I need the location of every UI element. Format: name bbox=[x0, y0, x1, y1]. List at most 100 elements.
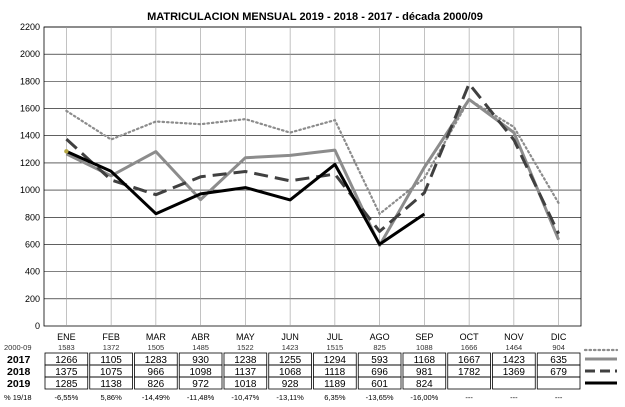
decade-value: 1423 bbox=[282, 343, 299, 352]
decade-value: 1485 bbox=[192, 343, 209, 352]
table-cell: 1285 bbox=[55, 379, 78, 390]
decade-value: 1522 bbox=[237, 343, 254, 352]
table-cell: 981 bbox=[416, 367, 433, 378]
series-line-2018 bbox=[65, 82, 560, 235]
table-cell-box bbox=[89, 376, 133, 390]
x-axis-tick-labels: ENE FEB MAR ABR MAY JUN JUL AGO SEP OCT NOV DIC bbox=[57, 332, 567, 342]
x-tick-label: ENE bbox=[57, 332, 76, 342]
x-tick-label: AGO bbox=[370, 332, 390, 342]
table-row-label: 2018 bbox=[7, 366, 31, 378]
table-cell: 1118 bbox=[324, 367, 345, 378]
y-tick-label: 200 bbox=[25, 294, 40, 304]
x-tick-label: DIC bbox=[551, 332, 567, 342]
table-cell: 972 bbox=[192, 379, 209, 390]
y-tick-label: 1200 bbox=[20, 158, 40, 168]
table-cell-box bbox=[44, 376, 89, 390]
x-tick-label: OCT bbox=[460, 332, 480, 342]
table-cell: 1168 bbox=[414, 355, 436, 366]
pct-value: --- bbox=[465, 393, 473, 402]
start-point-marker bbox=[64, 149, 69, 154]
pct-value: 5,86% bbox=[100, 393, 122, 402]
table-cell-box bbox=[357, 376, 402, 390]
decade-value: 1505 bbox=[148, 343, 165, 352]
table-cell-box bbox=[223, 376, 268, 390]
chart-title: MATRICULACION MENSUAL 2019 - 2018 - 2017… bbox=[147, 11, 483, 23]
series-line-2019 bbox=[65, 150, 426, 246]
pct-value: -16,00% bbox=[410, 393, 438, 402]
pct-value: -10,47% bbox=[231, 393, 259, 402]
y-tick-label: 1600 bbox=[20, 104, 40, 114]
table-cell-box bbox=[313, 376, 357, 390]
decade-value: 1515 bbox=[327, 343, 344, 352]
table-cell: 1667 bbox=[458, 355, 481, 366]
decade-value: 904 bbox=[552, 343, 565, 352]
table-cell: 824 bbox=[416, 379, 433, 390]
table-cell: 635 bbox=[550, 355, 567, 366]
pct-value: -14,49% bbox=[142, 393, 170, 402]
table-cell-box bbox=[134, 376, 178, 390]
table-cell: 1266 bbox=[55, 355, 78, 366]
table-cell: 601 bbox=[371, 379, 388, 390]
table-cell: 1189 bbox=[324, 379, 346, 390]
pct-value: --- bbox=[510, 393, 518, 402]
pct-value: 6,35% bbox=[324, 393, 346, 402]
pct-row-label: % 19/18 bbox=[4, 393, 32, 402]
decade-row-label: 2000-09 bbox=[4, 343, 32, 352]
y-tick-label: 2000 bbox=[20, 49, 40, 59]
pct-value: -11,48% bbox=[187, 393, 215, 402]
table-row-label: 2017 bbox=[7, 354, 31, 366]
pct-value: -13,11% bbox=[276, 393, 304, 402]
table-cell: 1105 bbox=[100, 355, 122, 366]
x-tick-label: ABR bbox=[191, 332, 210, 342]
y-tick-label: 0 bbox=[35, 321, 40, 331]
y-tick-label: 800 bbox=[25, 212, 40, 222]
decade-value: 825 bbox=[373, 343, 386, 352]
decade-value: 1666 bbox=[461, 343, 478, 352]
y-tick-label: 1400 bbox=[20, 131, 40, 141]
x-tick-label: JUL bbox=[327, 332, 343, 342]
table-cell: 1255 bbox=[279, 355, 302, 366]
table-cell: 1018 bbox=[234, 379, 257, 390]
table-cell: 1075 bbox=[100, 367, 123, 378]
pct-value: -6,55% bbox=[54, 393, 78, 402]
table-row-label: 2019 bbox=[7, 378, 31, 390]
pct-value: --- bbox=[555, 393, 563, 402]
x-tick-label: MAR bbox=[146, 332, 167, 342]
table-cell: 696 bbox=[371, 367, 388, 378]
table-cell-box bbox=[268, 376, 312, 390]
legend bbox=[583, 348, 619, 385]
table-cell: 966 bbox=[148, 367, 165, 378]
y-tick-label: 1800 bbox=[20, 76, 40, 86]
table-cell-box bbox=[536, 376, 581, 390]
table-cell: 1294 bbox=[324, 355, 347, 366]
table-cell: 1369 bbox=[503, 367, 526, 378]
decade-value: 1464 bbox=[506, 343, 523, 352]
table-cell-box bbox=[447, 376, 491, 390]
table-cell: 1138 bbox=[100, 379, 122, 390]
table-cell: 1238 bbox=[234, 355, 257, 366]
x-tick-label: MAY bbox=[236, 332, 255, 342]
x-tick-label: NOV bbox=[504, 332, 524, 342]
table-cell: 928 bbox=[282, 379, 299, 390]
table-cell: 1068 bbox=[279, 367, 302, 378]
y-tick-label: 400 bbox=[25, 267, 40, 277]
table-cell: 1098 bbox=[190, 367, 213, 378]
plot-area bbox=[43, 26, 582, 327]
table-cell: 1137 bbox=[235, 367, 257, 378]
table-cell: 1423 bbox=[503, 355, 526, 366]
series-lines bbox=[64, 82, 560, 247]
x-tick-label: SEP bbox=[415, 332, 433, 342]
series-line-2017 bbox=[65, 97, 560, 247]
table-cell: 593 bbox=[371, 355, 388, 366]
x-tick-label: FEB bbox=[102, 332, 120, 342]
y-tick-label: 1000 bbox=[20, 185, 40, 195]
table-cell: 1782 bbox=[458, 367, 481, 378]
data-table: 2000-09 1583 1372 1505 1485 1522 1423 1515 825 10… bbox=[4, 343, 581, 402]
pct-value: -13,65% bbox=[366, 393, 394, 402]
y-tick-label: 600 bbox=[25, 239, 40, 249]
table-cell: 679 bbox=[550, 367, 567, 378]
table-cell: 930 bbox=[192, 355, 209, 366]
decade-value: 1372 bbox=[103, 343, 120, 352]
table-cell-box bbox=[402, 376, 447, 390]
